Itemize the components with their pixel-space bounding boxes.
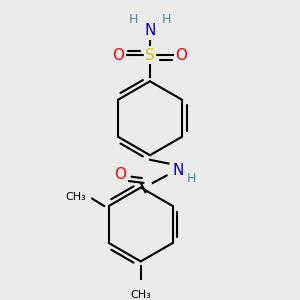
Text: N: N [144,23,156,38]
Text: H: H [129,13,138,26]
Text: H: H [187,172,196,185]
Text: S: S [145,48,155,63]
Text: H: H [162,13,171,26]
Text: O: O [112,48,124,63]
Text: N: N [173,164,184,178]
Text: O: O [176,48,188,63]
Text: O: O [114,167,126,182]
Text: CH₃: CH₃ [130,290,151,300]
Text: CH₃: CH₃ [65,192,86,202]
